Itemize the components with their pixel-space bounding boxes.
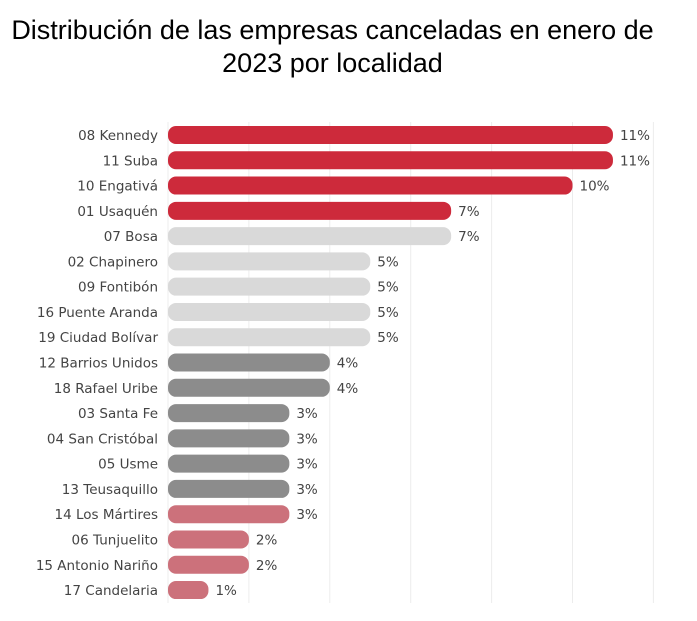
bar	[168, 404, 290, 423]
category-label: 01 Usaquén	[77, 204, 158, 220]
data-label: 11%	[620, 128, 650, 144]
bar	[168, 176, 573, 195]
chart-title: Distribución de las empresas canceladas …	[11, 15, 654, 78]
bar	[168, 555, 249, 574]
data-label: 5%	[377, 330, 399, 346]
category-label: 06 Tunjuelito	[72, 532, 158, 548]
data-label: 3%	[296, 431, 318, 447]
bar	[168, 126, 613, 144]
data-label: 7%	[458, 229, 480, 245]
category-label: 13 Teusaquillo	[62, 482, 158, 498]
data-label: 3%	[296, 482, 318, 498]
bar	[168, 353, 330, 372]
category-label: 08 Kennedy	[78, 128, 158, 144]
category-label: 07 Bosa	[104, 229, 158, 245]
data-label: 5%	[377, 254, 399, 270]
category-label: 09 Fontibón	[78, 280, 158, 296]
data-label: 2%	[256, 558, 278, 574]
bar	[168, 378, 330, 397]
bar	[168, 454, 290, 473]
data-label: 3%	[296, 406, 318, 422]
data-label: 5%	[377, 280, 399, 296]
category-label: 03 Santa Fe	[78, 406, 158, 422]
category-label: 05 Usme	[98, 457, 158, 473]
category-label: 17 Candelaria	[64, 583, 158, 599]
category-label: 10 Engativá	[77, 179, 158, 195]
bar	[168, 429, 290, 448]
category-label: 19 Ciudad Bolívar	[38, 330, 158, 346]
category-label: 15 Antonio Nariño	[36, 558, 158, 574]
category-label: 16 Puente Aranda	[37, 305, 158, 321]
category-label: 12 Barrios Unidos	[39, 356, 158, 372]
category-label: 11 Suba	[103, 153, 158, 169]
bar	[168, 151, 613, 170]
data-label: 3%	[296, 457, 318, 473]
bar	[168, 227, 452, 246]
data-label: 7%	[458, 204, 480, 220]
data-label: 4%	[337, 356, 359, 372]
category-label: 18 Rafael Uribe	[54, 381, 158, 397]
bar	[168, 479, 290, 498]
bar	[168, 581, 209, 600]
bar	[168, 505, 290, 524]
bar	[168, 302, 371, 321]
data-label: 10%	[580, 179, 610, 195]
data-label: 5%	[377, 305, 399, 321]
category-label: 02 Chapinero	[68, 254, 158, 270]
bar	[168, 252, 371, 271]
bar	[168, 201, 452, 220]
data-label: 11%	[620, 153, 650, 169]
bar	[168, 277, 371, 296]
bar	[168, 328, 371, 347]
bar	[168, 530, 249, 549]
data-label: 4%	[337, 381, 359, 397]
data-label: 1%	[215, 583, 237, 599]
data-label: 2%	[256, 532, 278, 548]
data-label: 3%	[296, 507, 318, 523]
category-label: 04 San Cristóbal	[47, 431, 158, 447]
category-label: 14 Los Mártires	[55, 507, 158, 523]
